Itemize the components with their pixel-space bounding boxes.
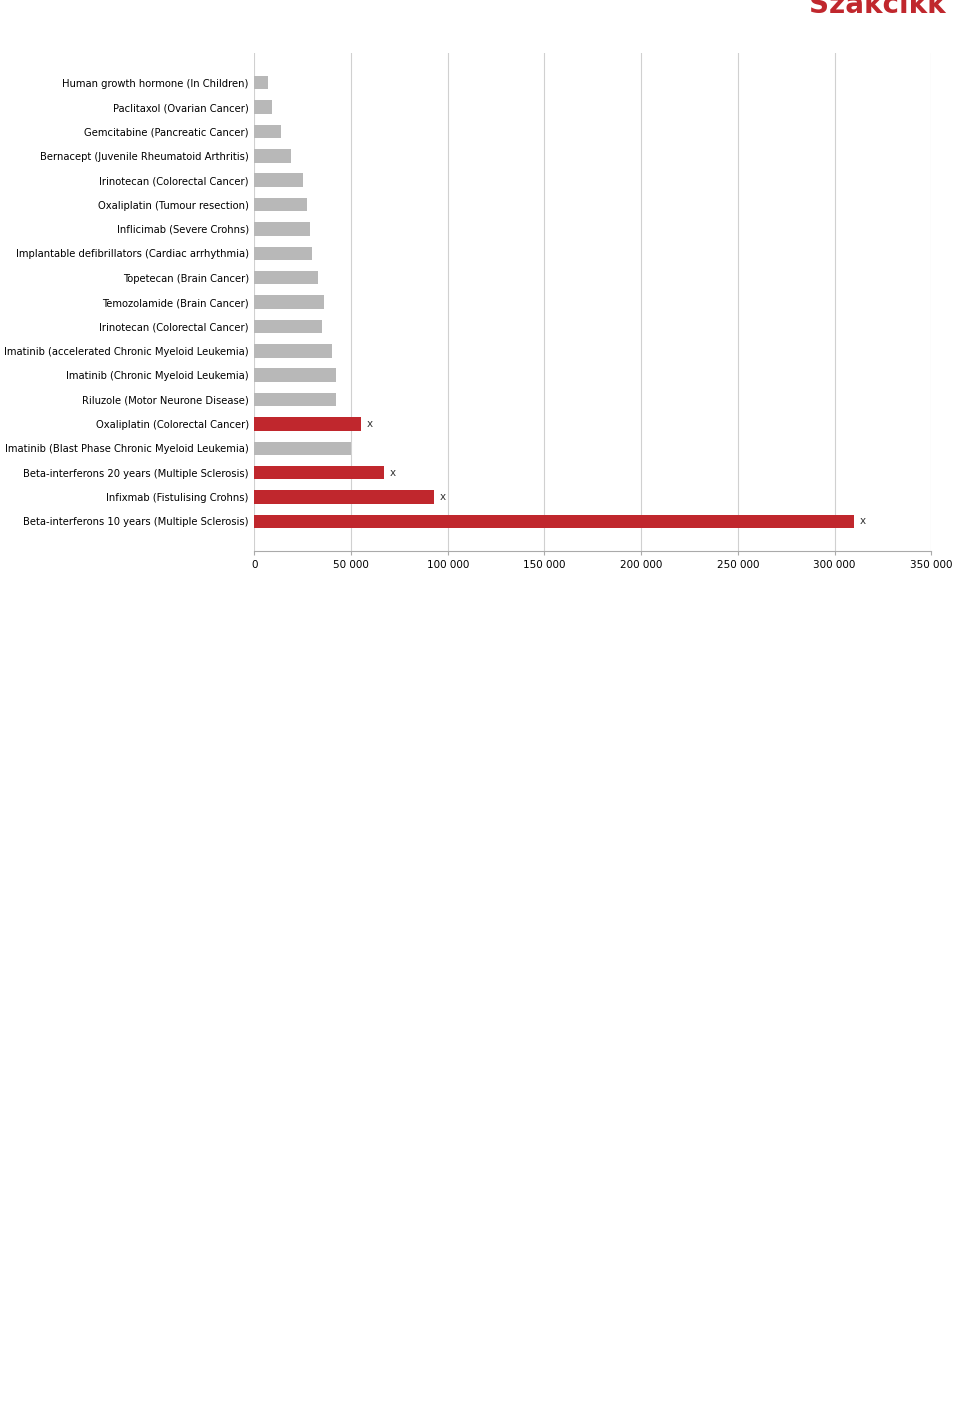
Bar [254,466,384,479]
Bar [254,344,332,357]
Bar [254,393,336,406]
Text: x: x [859,517,866,527]
Bar [254,295,324,309]
Bar [254,320,322,333]
Bar [254,417,361,431]
Text: Szakcikk: Szakcikk [809,0,946,20]
Bar [254,271,318,284]
Bar [254,173,302,187]
Bar [254,76,268,90]
Bar [254,125,281,138]
Text: 4. ábra. Egy megmentett életévre vagy egy QALY-ra jutó költség a NICE-elemzésekb: 4. ábra. Egy megmentett életévre vagy eg… [8,25,536,37]
Text: x: x [440,492,446,502]
Text: (Kék: támogatott, szürke: nem támogatott, x jelzéssel. Forrás: McCabe, BMJ on-li: (Kék: támogatott, szürke: nem támogatott… [311,25,750,37]
Bar [254,100,272,114]
Bar [254,490,434,504]
Bar [254,247,312,260]
Bar [254,222,310,236]
Bar [254,149,291,163]
Bar [254,514,853,528]
Bar [254,368,336,382]
Bar [254,198,306,211]
Bar [254,441,351,455]
Text: x: x [390,468,396,478]
Text: x: x [367,419,372,429]
